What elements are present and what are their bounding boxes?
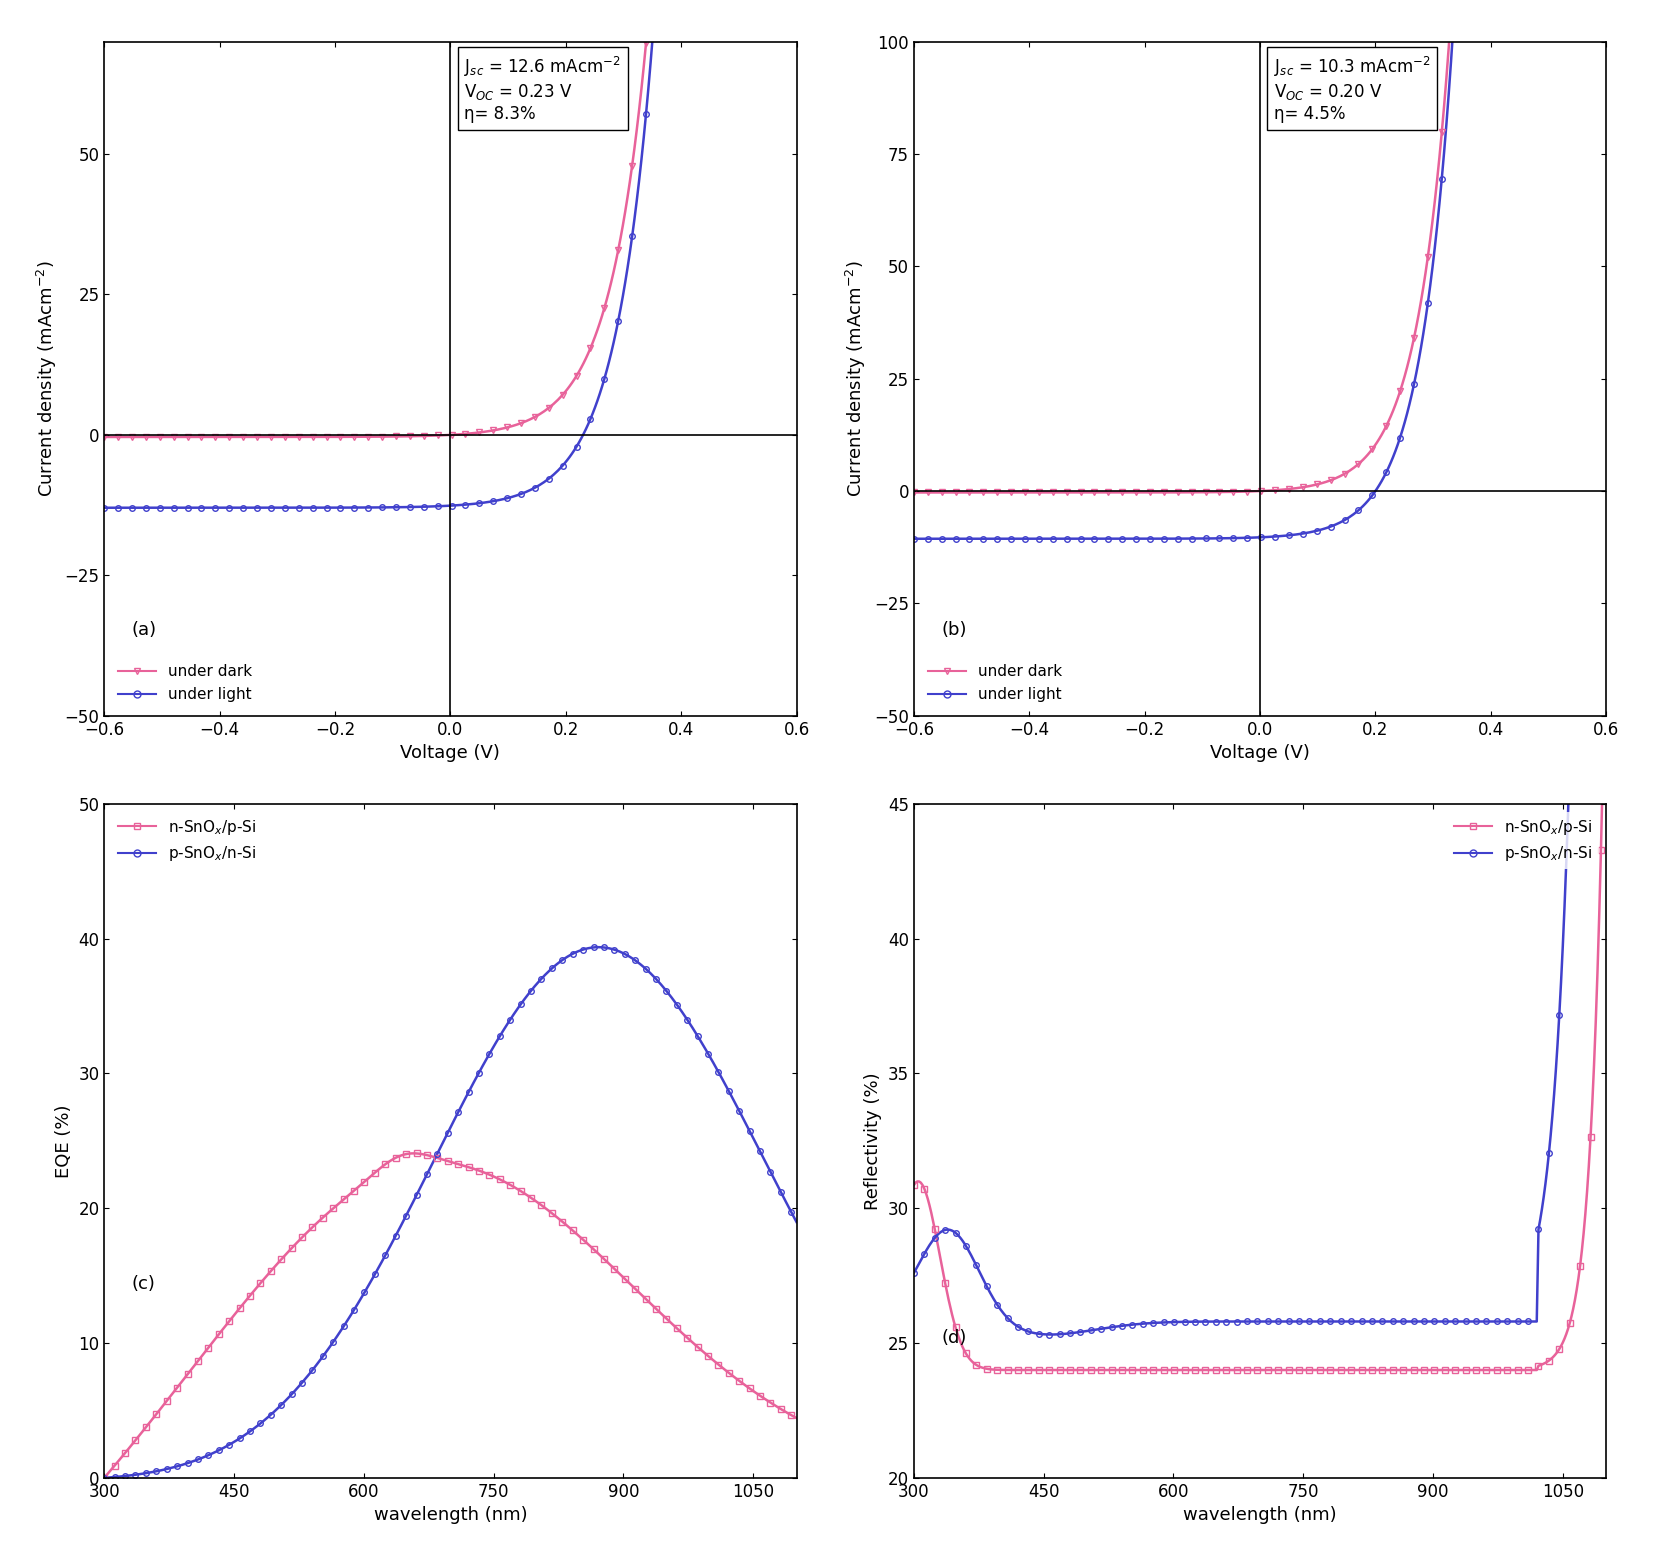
- Y-axis label: Reflectivity (%): Reflectivity (%): [865, 1073, 882, 1210]
- Text: (a): (a): [132, 620, 157, 639]
- Legend: n-SnO$_x$/p-Si, p-SnO$_x$/n-Si: n-SnO$_x$/p-Si, p-SnO$_x$/n-Si: [1447, 812, 1598, 870]
- Text: (b): (b): [941, 620, 968, 639]
- Text: J$_{sc}$ = 12.6 mAcm$^{-2}$
V$_{OC}$ = 0.23 V
η= 8.3%: J$_{sc}$ = 12.6 mAcm$^{-2}$ V$_{OC}$ = 0…: [465, 55, 620, 123]
- X-axis label: Voltage (V): Voltage (V): [1211, 744, 1310, 762]
- Text: J$_{sc}$ = 10.3 mAcm$^{-2}$
V$_{OC}$ = 0.20 V
η= 4.5%: J$_{sc}$ = 10.3 mAcm$^{-2}$ V$_{OC}$ = 0…: [1274, 55, 1431, 123]
- X-axis label: wavelength (nm): wavelength (nm): [374, 1506, 528, 1525]
- Y-axis label: EQE (%): EQE (%): [55, 1104, 73, 1177]
- Y-axis label: Current density (mAcm$^{-2}$): Current density (mAcm$^{-2}$): [844, 260, 868, 497]
- Legend: under dark, under light: under dark, under light: [112, 658, 258, 708]
- Text: (d): (d): [941, 1330, 968, 1347]
- Legend: n-SnO$_x$/p-Si, p-SnO$_x$/n-Si: n-SnO$_x$/p-Si, p-SnO$_x$/n-Si: [112, 812, 263, 870]
- X-axis label: wavelength (nm): wavelength (nm): [1183, 1506, 1336, 1525]
- Legend: under dark, under light: under dark, under light: [921, 658, 1068, 708]
- Y-axis label: Current density (mAcm$^{-2}$): Current density (mAcm$^{-2}$): [35, 260, 60, 497]
- Text: (c): (c): [132, 1275, 155, 1292]
- X-axis label: Voltage (V): Voltage (V): [400, 744, 500, 762]
